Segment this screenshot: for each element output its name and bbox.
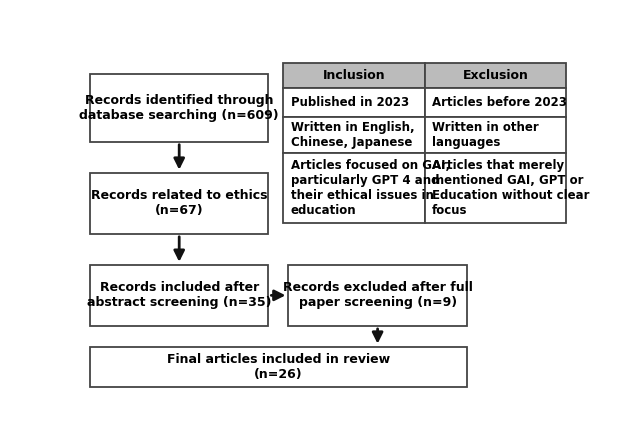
FancyBboxPatch shape xyxy=(284,117,425,153)
FancyBboxPatch shape xyxy=(90,264,269,326)
FancyBboxPatch shape xyxy=(425,153,566,223)
FancyBboxPatch shape xyxy=(425,117,566,153)
FancyBboxPatch shape xyxy=(425,63,566,88)
Text: Written in English,
Chinese, Japanese: Written in English, Chinese, Japanese xyxy=(291,121,415,149)
Text: Inclusion: Inclusion xyxy=(323,69,385,82)
Text: Records included after
abstract screening (n=35): Records included after abstract screenin… xyxy=(87,281,271,309)
FancyBboxPatch shape xyxy=(284,63,425,88)
Text: Records excluded after full
paper screening (n=9): Records excluded after full paper screen… xyxy=(283,281,472,309)
FancyBboxPatch shape xyxy=(425,88,566,117)
FancyBboxPatch shape xyxy=(284,153,425,223)
Text: Records identified through
database searching (n=609): Records identified through database sear… xyxy=(79,94,279,122)
FancyBboxPatch shape xyxy=(90,346,467,388)
Text: Articles before 2023: Articles before 2023 xyxy=(432,96,567,109)
Text: Final articles included in review
(n=26): Final articles included in review (n=26) xyxy=(167,353,390,381)
Text: Written in other
languages: Written in other languages xyxy=(432,121,539,149)
Text: Records related to ethics
(n=67): Records related to ethics (n=67) xyxy=(91,189,268,217)
FancyBboxPatch shape xyxy=(288,264,467,326)
FancyBboxPatch shape xyxy=(284,88,425,117)
Text: Articles focused on GAI,
particularly GPT 4 and
their ethical issues in
educatio: Articles focused on GAI, particularly GP… xyxy=(291,159,450,217)
Text: Articles that merely
mentioned GAI, GPT or
Education without clear
focus: Articles that merely mentioned GAI, GPT … xyxy=(432,159,589,217)
Text: Published in 2023: Published in 2023 xyxy=(291,96,409,109)
Text: Exclusion: Exclusion xyxy=(463,69,529,82)
FancyBboxPatch shape xyxy=(90,74,269,142)
FancyBboxPatch shape xyxy=(90,173,269,234)
